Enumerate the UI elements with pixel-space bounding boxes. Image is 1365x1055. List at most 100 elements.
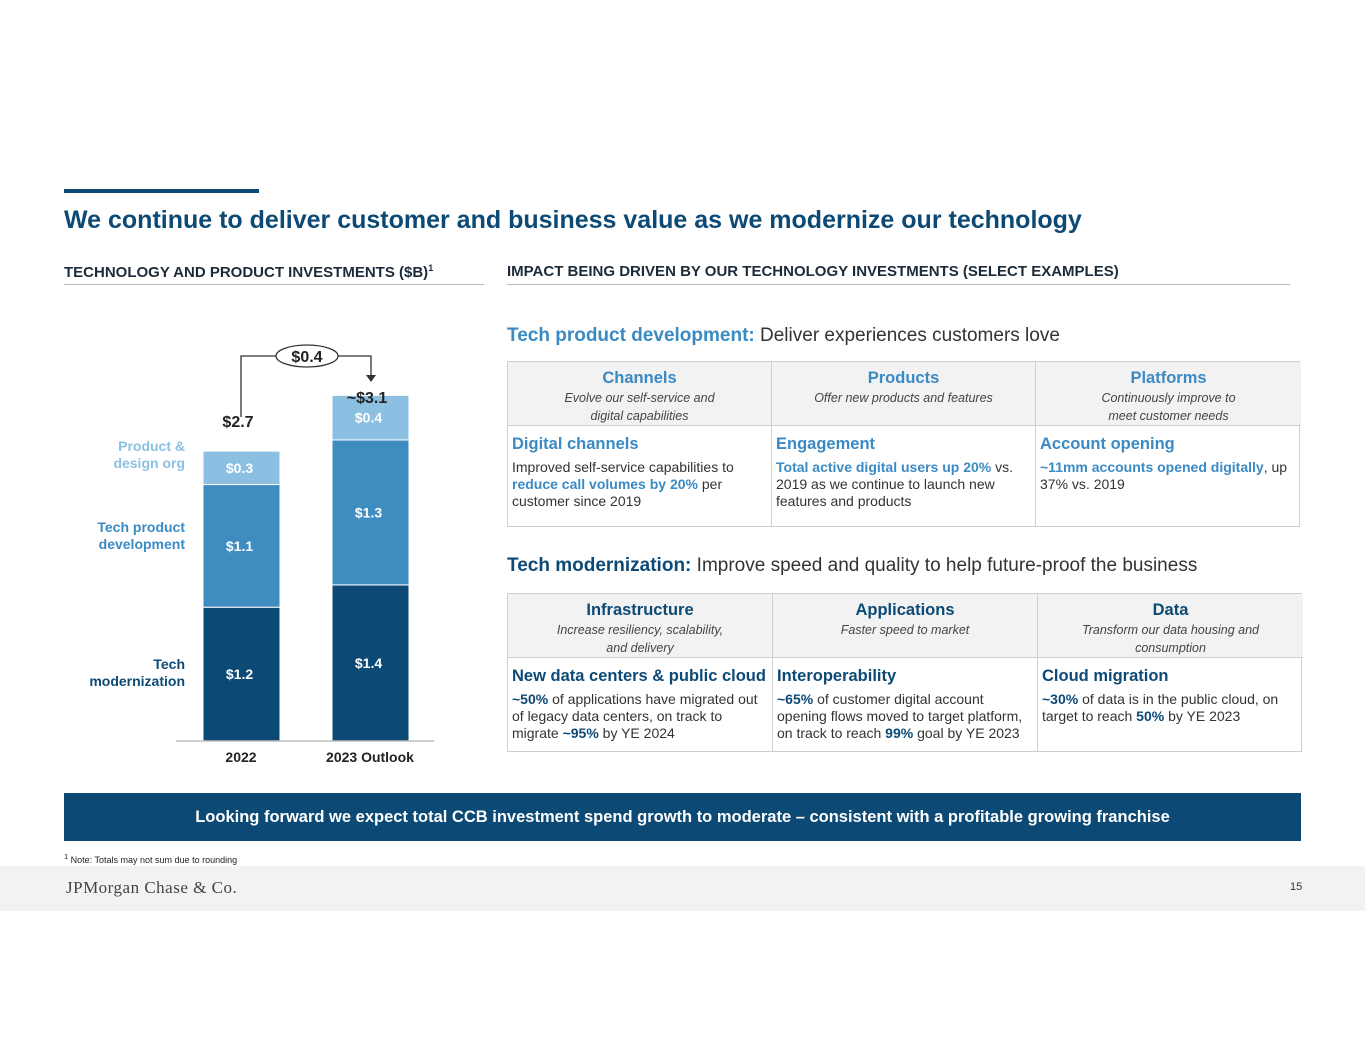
tech-modernization-tagline: Improve speed and quality to help future… (696, 555, 1198, 576)
highlight-text: ~50% (512, 691, 549, 707)
column-title: Data (1152, 601, 1189, 619)
example-title: Digital channels (512, 435, 639, 453)
bar-value-label: $0.3 (226, 460, 253, 476)
example-text: Total active digital users up 20% vs. 20… (776, 459, 1031, 510)
page-title: We continue to deliver customer and busi… (64, 206, 1082, 234)
highlight-text: ~65% (777, 691, 814, 707)
outlook-banner: Looking forward we expect total CCB inve… (64, 793, 1301, 841)
highlight-text: 50% (1136, 708, 1165, 724)
bar-value-label: $1.4 (355, 655, 382, 671)
tech-modernization-label: Tech modernization: (507, 555, 692, 576)
column-header: Platforms Continuously improve to meet cus… (1036, 362, 1301, 426)
text-run: per customer since 2019 (512, 476, 723, 509)
example-title: Account opening (1040, 435, 1175, 453)
example-text: Improved self-service capabilities to re… (512, 459, 767, 510)
example-cell: New data centers & public cloud ~50% of a… (508, 658, 773, 751)
bar-segment (202, 484, 281, 608)
bars-group: $1.2 $1.1 $0.3 $1.4 $1.3 $0.4 (202, 394, 410, 742)
change-connector (240, 355, 276, 417)
highlight-text: ~30% (1042, 691, 1079, 707)
total-label: ~$3.1 (347, 390, 388, 407)
column-header: Applications Faster speed to market (773, 594, 1038, 658)
footnote-text: Note: Totals may not sum due to rounding (68, 855, 238, 865)
example-title: Cloud migration (1042, 667, 1169, 685)
bar-segment (202, 450, 281, 486)
example-cell: Interoperability ~65% of customer digital… (773, 658, 1038, 751)
text-run: by YE 2023 (1164, 708, 1241, 724)
highlight-text: ~95% (562, 725, 599, 741)
tech-product-dev-heading: Tech product development: Deliver experi… (507, 325, 1060, 347)
text-run: of data is in the public cloud, on targe… (1042, 691, 1279, 724)
change-bubble (275, 344, 339, 368)
column-desc: digital capabilities (590, 409, 689, 423)
column-header: Channels Evolve our self-service and digit… (508, 362, 772, 426)
column-desc: meet customer needs (1108, 409, 1229, 423)
bar-segment (331, 394, 410, 441)
change-connector (338, 355, 372, 375)
column-desc: Continuously improve to (1101, 391, 1236, 405)
highlight-text: 99% (885, 725, 914, 741)
column-title: Applications (855, 601, 955, 619)
bar-segment (202, 606, 281, 742)
text-run: , up 37% vs. 2019 (1040, 459, 1288, 492)
example-text: ~11mm accounts opened digitally, up 37% … (1040, 459, 1297, 493)
series-label-tech-product-dev: Tech product development (97, 519, 185, 552)
tech-product-dev-tagline: Deliver experiences customers love (760, 325, 1060, 346)
column-desc: Increase resiliency, scalability, (556, 623, 724, 637)
column-desc: Faster speed to market (840, 623, 970, 637)
example-text: ~30% of data is in the public cloud, on … (1042, 691, 1299, 725)
example-title: Interoperability (777, 667, 897, 685)
total-label: $2.7 (222, 414, 253, 431)
bar-value-label: $1.3 (355, 504, 382, 520)
change-label: $0.4 (291, 349, 322, 366)
column-desc: and delivery (606, 641, 674, 655)
footnote-marker: 1 (64, 852, 69, 861)
footer-bar (0, 866, 1365, 911)
text-run: of customer digital account opening flow… (777, 691, 1023, 741)
example-cell: Engagement Total active digital users up … (772, 426, 1036, 526)
bar-value-label: $1.1 (226, 538, 253, 554)
company-logo: JPMorgan Chase & Co. (66, 878, 238, 897)
page-number: 15 (1290, 881, 1303, 893)
example-title: New data centers & public cloud (512, 667, 766, 685)
tech-modernization-heading: Tech modernization: Improve speed and qu… (507, 555, 1197, 577)
footnote-marker: 1 (428, 263, 434, 273)
column-header: Data Transform our data housing and consum… (1038, 594, 1303, 658)
x-tick-label: 2022 (225, 749, 256, 765)
series-label-product-design: Product & design org (113, 438, 185, 471)
text-run: goal by YE 2023 (913, 725, 1020, 741)
text-run: by YE 2024 (598, 725, 675, 741)
column-desc: consumption (1135, 641, 1206, 655)
investment-stacked-bar-chart: $1.2 $1.1 $0.3 $1.4 $1.3 $0.4 2022 2023 Outlo… (89, 344, 434, 765)
highlight-text: Total active digital users up 20% (776, 459, 992, 475)
investments-section-heading: TECHNOLOGY AND PRODUCT INVESTMENTS ($B)1 (64, 263, 484, 285)
bar-value-label: $1.2 (226, 666, 253, 682)
column-desc: Evolve our self-service and (564, 391, 715, 405)
column-desc: Transform our data housing and (1082, 623, 1259, 637)
arrow-head-icon (366, 375, 376, 382)
tech-product-dev-label: Tech product development: (507, 325, 755, 346)
text-run: vs. 2019 as we continue to launch new fe… (776, 459, 1014, 509)
x-tick-label: 2023 Outlook (326, 749, 414, 765)
column-header: Products Offer new products and features (772, 362, 1036, 426)
column-title: Infrastructure (586, 601, 694, 619)
column-desc: Offer new products and features (814, 391, 993, 405)
highlight-text: ~11mm accounts opened digitally (1040, 459, 1264, 475)
bar-segment (331, 439, 410, 586)
example-text: ~65% of customer digital account opening… (777, 691, 1033, 742)
footnote: 1 Note: Totals may not sum due to roundi… (64, 852, 237, 865)
investments-heading-text: TECHNOLOGY AND PRODUCT INVESTMENTS ($B) (64, 264, 429, 281)
text-run: Improved self-service capabilities to (512, 459, 734, 475)
tech-modernization-table: Infrastructure Increase resiliency, scala… (507, 593, 1303, 752)
column-header: Infrastructure Increase resiliency, scala… (508, 594, 773, 658)
series-label-tech-modernization: Tech modernization (89, 656, 185, 689)
impact-section-heading: IMPACT BEING DRIVEN BY OUR TECHNOLOGY IN… (507, 263, 1290, 285)
tech-product-dev-table: Channels Evolve our self-service and digit… (507, 361, 1301, 527)
column-title: Channels (602, 369, 677, 387)
highlight-text: reduce call volumes by 20% (512, 476, 698, 492)
bar-value-label: $0.4 (355, 410, 382, 426)
column-title: Products (867, 369, 940, 387)
example-cell: Account opening ~11mm accounts opened dig… (1036, 426, 1301, 526)
bar-segment (331, 584, 410, 742)
text-run: of applications have migrated out of leg… (512, 691, 758, 741)
